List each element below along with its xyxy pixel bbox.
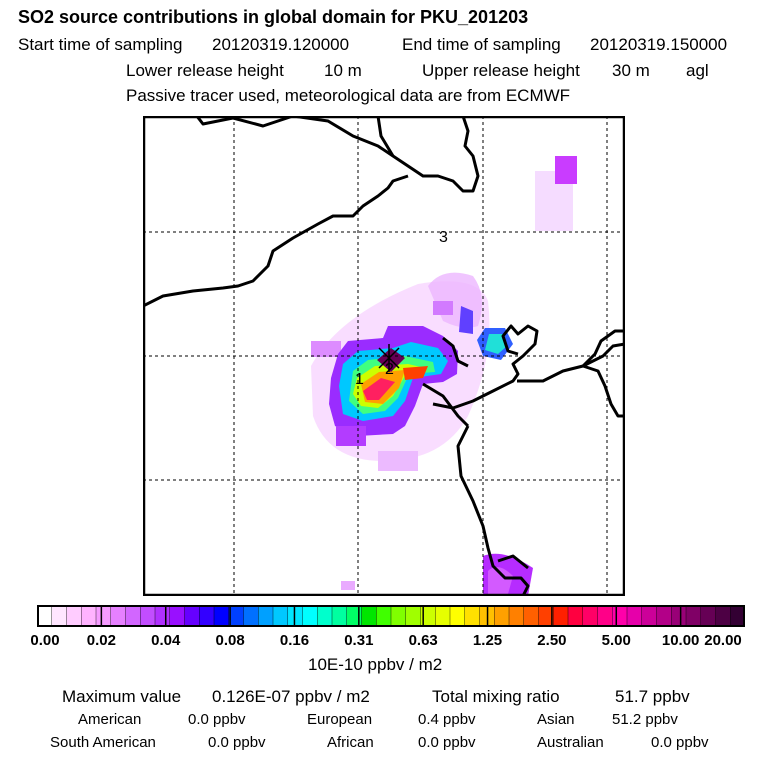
colorbar-tick-label: 5.00 <box>601 632 631 649</box>
colorbar-cell <box>656 605 672 627</box>
colorbar-cell <box>110 605 127 627</box>
region-name-asian: Asian <box>537 711 575 728</box>
colorbar-cell <box>597 605 613 627</box>
coastlines <box>143 116 625 596</box>
colorbar-cell <box>405 605 422 627</box>
colorbar-tick-label: 2.50 <box>537 632 567 649</box>
region-name-south-american: South American <box>50 734 156 751</box>
colorbar-cell <box>228 605 245 627</box>
colorbar-cell <box>51 605 68 627</box>
start-time-label: Start time of sampling <box>18 35 183 54</box>
colorbar-cell <box>95 605 112 627</box>
map-label-2: 2 <box>385 361 394 378</box>
colorbar-cell <box>213 605 230 627</box>
colorbar-cell <box>258 605 274 627</box>
colorbar-cell <box>626 605 643 627</box>
colorbar-cell <box>81 605 97 627</box>
colorbar-tick-label: 0.00 <box>30 632 60 649</box>
colorbar-tick-label: 0.16 <box>279 632 310 649</box>
colorbar-cell <box>464 605 481 627</box>
contribution-map: 1 2 3 <box>143 116 625 596</box>
colorbar-cell <box>553 605 569 627</box>
colorbar-cell <box>685 605 702 627</box>
colorbar-tick-label: 0.31 <box>344 632 374 649</box>
colorbar-cell <box>243 605 259 627</box>
region-value-south-american: 0.0 ppbv <box>208 734 266 751</box>
total-mixing-label: Total mixing ratio <box>432 687 560 706</box>
colorbar-cell <box>449 605 466 627</box>
region-value-asian: 51.2 ppbv <box>612 711 678 728</box>
colorbar-cell <box>390 605 407 627</box>
colorbar-unit: 10E-10 ppbv / m2 <box>308 655 443 674</box>
map-frame <box>143 116 625 596</box>
colorbar-cell <box>346 605 363 627</box>
colorbar-tick-label: 1.25 <box>472 632 503 649</box>
colorbar-tick-label: 0.63 <box>408 632 438 649</box>
colorbar-cell <box>494 605 510 627</box>
start-time-value: 20120319.120000 <box>212 35 350 54</box>
colorbar-tick-label: 20.00 <box>704 632 742 649</box>
colorbar-tick-label: 0.08 <box>215 632 245 649</box>
agl-label: agl <box>686 61 709 80</box>
upper-height-value: 30 m <box>612 61 650 80</box>
colorbar-cell <box>66 605 82 627</box>
total-mixing-value: 51.7 ppbv <box>615 687 690 706</box>
colorbar-cell <box>184 605 200 627</box>
colorbar-cell <box>671 605 687 627</box>
lower-height-value: 10 m <box>324 61 362 80</box>
colorbar <box>37 605 745 627</box>
colorbar-cell <box>331 605 348 627</box>
colorbar-cell <box>302 605 318 627</box>
colorbar-cell <box>715 605 731 627</box>
colorbar-cell <box>508 605 525 627</box>
plume-core <box>329 306 513 446</box>
colorbar-tick-label: 0.02 <box>86 632 116 649</box>
colorbar-cell <box>125 605 141 627</box>
end-time-label: End time of sampling <box>402 35 561 54</box>
colorbar-cell <box>641 605 658 627</box>
colorbar-cell <box>582 605 599 627</box>
colorbar-cell <box>272 605 289 627</box>
colorbar-cell <box>612 605 628 627</box>
lower-height-label: Lower release height <box>126 61 284 80</box>
map-label-3: 3 <box>439 229 448 246</box>
region-value-european: 0.4 ppbv <box>418 711 476 728</box>
colorbar-cell <box>169 605 186 627</box>
colorbar-cell <box>199 605 215 627</box>
colorbar-tick-label: 0.04 <box>151 632 181 649</box>
receptor-marker <box>378 344 400 372</box>
colorbar-cell <box>154 605 171 627</box>
map-gridlines <box>143 116 625 596</box>
region-name-australian: Australian <box>537 734 604 751</box>
region-name-european: European <box>307 711 373 728</box>
colorbar-tick-label: 10.00 <box>661 632 700 649</box>
colorbar-cell <box>361 605 377 627</box>
colorbar-cell <box>317 605 333 627</box>
colorbar-cell <box>567 605 584 627</box>
colorbar-cell <box>730 605 745 627</box>
colorbar-cell <box>287 605 304 627</box>
map-label-1: 1 <box>355 371 364 388</box>
upper-height-label: Upper release height <box>422 61 580 80</box>
region-name-african: African <box>327 734 374 751</box>
page-title: SO2 source contributions in global domai… <box>18 7 529 27</box>
region-value-australian: 0.0 ppbv <box>651 734 709 751</box>
max-value: 0.126E-07 ppbv / m2 <box>212 687 370 706</box>
region-value-american: 0.0 ppbv <box>188 711 246 728</box>
colorbar-cell <box>140 605 156 627</box>
colorbar-cell <box>435 605 451 627</box>
region-value-african: 0.0 ppbv <box>418 734 476 751</box>
region-name-american: American <box>78 711 142 728</box>
tracer-note: Passive tracer used, meteorological data… <box>126 86 571 105</box>
end-time-value: 20120319.150000 <box>590 35 728 54</box>
max-value-label: Maximum value <box>62 687 182 706</box>
colorbar-cell <box>376 605 392 627</box>
colorbar-cell <box>37 605 53 627</box>
colorbar-cell <box>700 605 717 627</box>
colorbar-cell <box>523 605 540 627</box>
